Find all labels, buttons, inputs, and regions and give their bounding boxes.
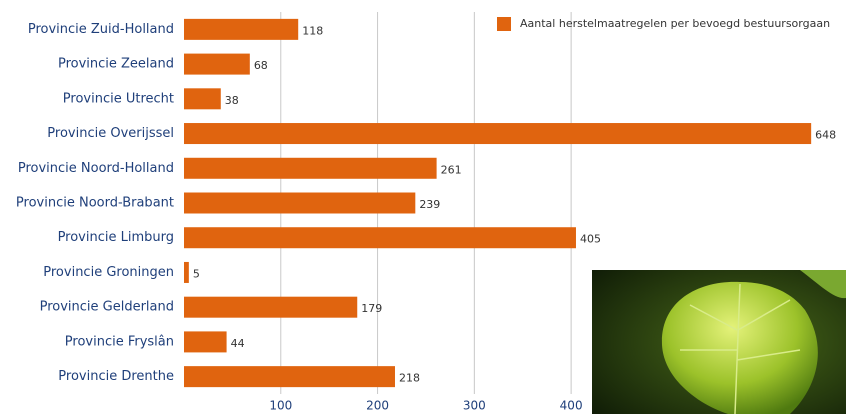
y-tick-label: Provincie Limburg	[58, 230, 174, 245]
y-tick-label: Provincie Drenthe	[58, 369, 174, 384]
bar	[184, 53, 250, 75]
bar	[184, 123, 812, 145]
value-label: 44	[231, 337, 245, 350]
value-label: 68	[254, 59, 268, 72]
y-tick-label: Provincie Noord-Holland	[18, 161, 174, 176]
value-label: 5	[193, 267, 200, 280]
legend-label: Aantal herstelmaatregelen per bevoegd be…	[520, 17, 830, 30]
y-tick-label: Provincie Zeeland	[58, 57, 174, 72]
value-label: 179	[361, 302, 382, 315]
bar	[184, 296, 358, 318]
x-tick-label: 300	[463, 399, 486, 413]
bar	[184, 18, 299, 40]
photo	[592, 270, 846, 414]
value-label: 405	[580, 233, 601, 246]
y-tick-label: Provincie Overijssel	[47, 126, 174, 141]
y-tick-label: Provincie Utrecht	[63, 91, 174, 106]
value-label: 218	[399, 372, 420, 385]
bar	[184, 261, 189, 283]
value-label: 38	[225, 94, 239, 107]
x-tick-label: 100	[269, 399, 292, 413]
y-tick-label: Provincie Groningen	[43, 265, 174, 280]
bar	[184, 157, 437, 179]
bar	[184, 192, 416, 214]
bar	[184, 227, 576, 249]
bars: 118 68 38 648 261 239 405 5 179 44 218	[184, 18, 836, 388]
bar	[184, 366, 395, 388]
bar	[184, 331, 227, 353]
legend: Aantal herstelmaatregelen per bevoegd be…	[497, 17, 830, 31]
x-tick-label: 200	[366, 399, 389, 413]
y-tick-label: Provincie Zuid-Holland	[28, 22, 174, 37]
bar	[184, 88, 221, 110]
value-label: 261	[441, 163, 462, 176]
y-tick-label: Provincie Noord-Brabant	[16, 196, 174, 211]
legend-swatch	[497, 17, 511, 31]
y-tick-label: Provincie Fryslân	[65, 334, 174, 349]
y-tick-label: Provincie Gelderland	[40, 300, 174, 315]
value-label: 648	[815, 129, 836, 142]
value-label: 239	[419, 198, 440, 211]
x-tick-label: 400	[560, 399, 583, 413]
value-label: 118	[302, 24, 323, 37]
